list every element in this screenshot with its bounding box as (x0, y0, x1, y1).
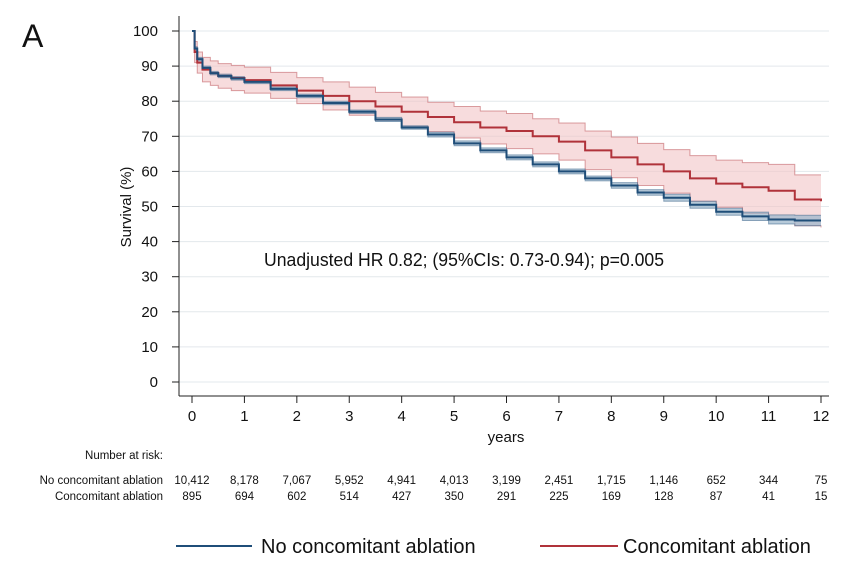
risk-value-no-ablation: 4,941 (387, 475, 416, 487)
risk-value-no-ablation: 5,952 (335, 475, 364, 487)
x-tick-label: 7 (555, 408, 563, 425)
y-tick-label: 10 (141, 339, 158, 356)
risk-value-no-ablation: 1,715 (597, 475, 626, 487)
x-tick-label: 6 (502, 408, 510, 425)
x-tick-label: 11 (761, 408, 777, 425)
legend: No concomitant ablation Concomitant abla… (176, 536, 811, 558)
x-tick-label: 2 (293, 408, 301, 425)
risk-value-ablation: 427 (392, 491, 411, 503)
risk-table-title: Number at risk: (85, 450, 163, 462)
y-tick-label: 90 (141, 58, 158, 75)
x-tick-label: 10 (708, 408, 725, 425)
y-tick-label: 0 (150, 374, 158, 391)
y-tick-label: 70 (141, 128, 158, 145)
risk-row-label-ablation: Concomitant ablation (55, 491, 163, 503)
risk-value-ablation: 895 (182, 491, 201, 503)
risk-value-no-ablation: 344 (759, 475, 779, 487)
risk-value-ablation: 41 (762, 491, 775, 503)
x-tick-label: 8 (607, 408, 615, 425)
x-tick-label: 12 (813, 408, 830, 425)
panel-label: A (22, 18, 44, 54)
y-tick-label: 30 (141, 269, 158, 286)
risk-value-no-ablation: 2,451 (545, 475, 574, 487)
risk-value-ablation: 225 (549, 491, 568, 503)
risk-value-no-ablation: 4,013 (440, 475, 469, 487)
risk-value-ablation: 514 (340, 491, 360, 503)
hr-annotation: Unadjusted HR 0.82; (95%CIs: 0.73-0.94);… (264, 250, 664, 270)
survival-line-no-ablation (192, 30, 821, 222)
y-axis-title: Survival (%) (118, 167, 135, 248)
risk-value-ablation: 87 (710, 491, 723, 503)
legend-label-ablation: Concomitant ablation (623, 536, 811, 558)
risk-value-ablation: 291 (497, 491, 516, 503)
y-tick-label: 60 (141, 163, 158, 180)
x-tick-label: 4 (397, 408, 405, 425)
x-tick-label: 9 (660, 408, 668, 425)
risk-value-ablation: 169 (602, 491, 621, 503)
x-tick-label: 3 (345, 408, 353, 425)
x-tick-label: 0 (188, 408, 196, 425)
survival-lines (192, 30, 822, 222)
risk-table-values: 10,412 8,178 7,067 5,952 4,941 4,013 3,199 2,45… (174, 475, 827, 503)
risk-value-no-ablation: 3,199 (492, 475, 521, 487)
ci-upper-ablation (192, 30, 821, 176)
legend-label-no-ablation: No concomitant ablation (261, 536, 476, 558)
y-tick-label: 100 (133, 23, 158, 40)
risk-value-no-ablation: 10,412 (174, 475, 209, 487)
risk-row-label-no-ablation: No concomitant ablation (40, 475, 163, 487)
x-axis-title: years (488, 429, 525, 446)
risk-value-ablation: 128 (654, 491, 673, 503)
risk-value-ablation: 350 (444, 491, 463, 503)
y-tick-label: 50 (141, 199, 158, 216)
risk-value-ablation: 602 (287, 491, 306, 503)
risk-value-ablation: 15 (815, 491, 828, 503)
x-tick-label: 1 (240, 408, 248, 425)
y-tick-label: 40 (141, 234, 158, 251)
risk-value-no-ablation: 1,146 (649, 475, 678, 487)
risk-value-no-ablation: 8,178 (230, 475, 259, 487)
y-tick-label: 20 (141, 304, 158, 321)
x-tick-label: 5 (450, 408, 458, 425)
grid-layer (179, 30, 829, 383)
risk-value-ablation: 694 (235, 491, 255, 503)
risk-value-no-ablation: 7,067 (282, 475, 311, 487)
risk-value-no-ablation: 75 (815, 475, 828, 487)
y-tick-label: 80 (141, 93, 158, 110)
risk-value-no-ablation: 652 (707, 475, 726, 487)
